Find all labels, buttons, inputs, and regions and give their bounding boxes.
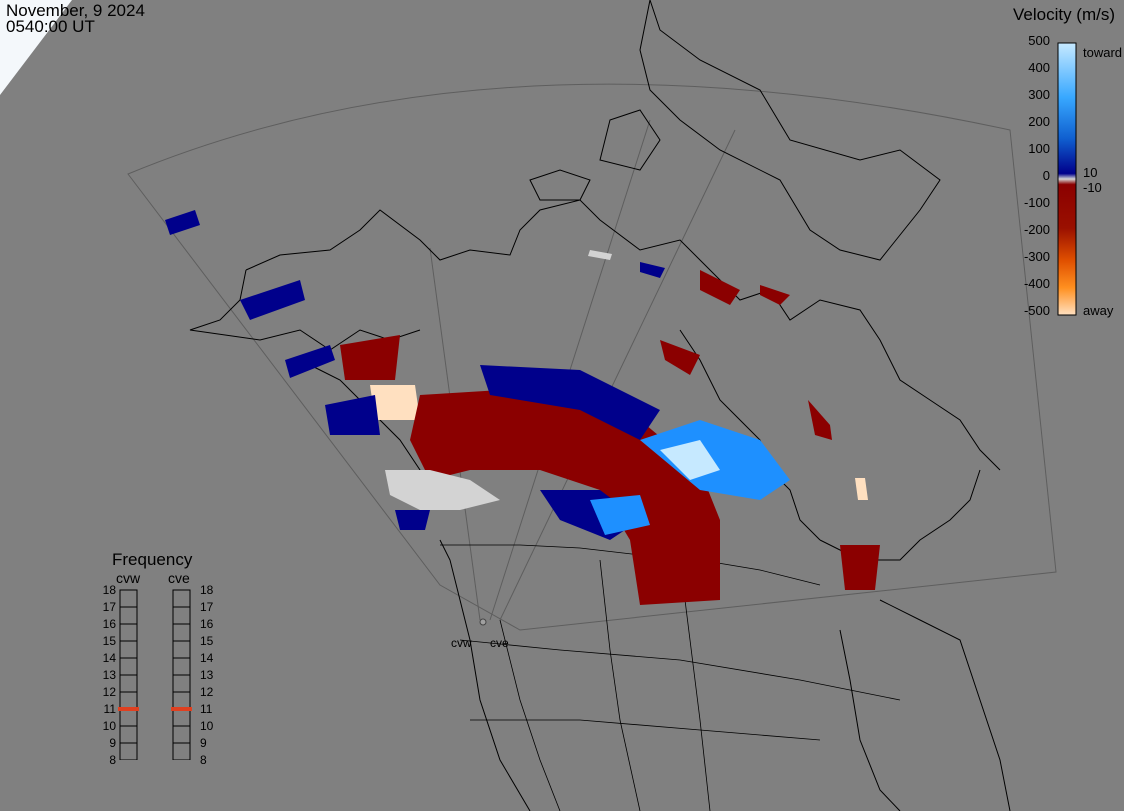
velocity-echo (808, 400, 832, 440)
frequency-cell (119, 708, 138, 727)
frequency-cell (172, 623, 191, 642)
frequency-tick: 14 (200, 651, 214, 665)
velocity-echo (240, 280, 305, 320)
frequency-tick: 11 (103, 702, 116, 716)
velocity-echo (395, 510, 430, 530)
frequency-tick: 13 (102, 668, 116, 682)
radar-site-marker (479, 618, 487, 626)
colorbar-tick: -400 (1023, 276, 1050, 291)
frequency-cell (172, 691, 191, 710)
colorbar-tick: -200 (1023, 222, 1050, 237)
velocity-echo (660, 440, 720, 480)
frequency-title: Frequency (112, 550, 193, 569)
radar-field-of-view (127, 83, 1057, 631)
velocity-echo (385, 470, 500, 510)
frequency-tick: 12 (102, 685, 116, 699)
velocity-echo (660, 340, 700, 375)
velocity-echo (340, 335, 400, 380)
frequency-tick: 18 (200, 583, 214, 597)
frequency-tick: 16 (102, 617, 116, 631)
frequency-tick: 16 (200, 617, 214, 631)
frequency-cell (172, 725, 191, 744)
velocity-echo (325, 395, 380, 435)
polar-cap-region (0, 0, 72, 95)
frequency-tick: 9 (109, 736, 116, 750)
frequency-cell (119, 742, 138, 760)
frequency-bars (118, 589, 192, 760)
site-label-cve: cve (490, 636, 509, 650)
frequency-tick: 13 (200, 668, 214, 682)
velocity-echo (640, 420, 790, 500)
frequency-tick: 10 (102, 719, 116, 733)
frequency-tick: 17 (200, 600, 214, 614)
frequency-cell (172, 589, 191, 608)
frequency-cell (172, 657, 191, 676)
colorbar-tick: 500 (1028, 33, 1050, 48)
frequency-tick: 9 (200, 736, 207, 750)
frequency-marker (171, 707, 192, 711)
colorbar-tick: -500 (1023, 303, 1050, 318)
velocity-echoes (165, 210, 880, 605)
frequency-cell (119, 589, 138, 608)
frequency-cell (172, 742, 191, 760)
inner-label-pos: 10 (1083, 165, 1098, 180)
frequency-tick: 8 (200, 753, 207, 767)
frequency-tick: 15 (102, 634, 116, 648)
frequency-tick: 14 (102, 651, 116, 665)
date-label: November, 9 2024 (6, 1, 145, 20)
colorbar-tick: 200 (1028, 114, 1050, 129)
frequency-tick: 12 (200, 685, 214, 699)
frequency-tick: 8 (109, 753, 116, 767)
time-label: 0540:00 UT (6, 17, 95, 36)
colorbar-tick: 400 (1028, 60, 1050, 75)
away-label: away (1083, 303, 1114, 318)
velocity-echo (760, 285, 790, 305)
frequency-cell (119, 691, 138, 710)
velocity-echo (700, 270, 740, 305)
frequency-cell (119, 623, 138, 642)
velocity-echo (640, 262, 665, 278)
colorbar-tick: -100 (1023, 195, 1050, 210)
frequency-cell (119, 657, 138, 676)
frequency-marker (118, 707, 139, 711)
velocity-colorbar (1057, 42, 1077, 316)
frequency-cell (119, 725, 138, 744)
colorbar-tick: 0 (1042, 168, 1050, 183)
colorbar-tick: -300 (1023, 249, 1050, 264)
toward-label: toward (1083, 45, 1123, 60)
freq-radar-cvw: cvw (116, 570, 141, 586)
frequency-cell (172, 708, 191, 727)
site-label-cvw: cvw (451, 636, 472, 650)
frequency-cell (119, 640, 138, 659)
velocity-echo (285, 345, 335, 378)
frequency-cell (119, 674, 138, 693)
frequency-tick: 15 (200, 634, 214, 648)
velocity-echo (590, 495, 650, 535)
velocity-echo (588, 250, 612, 260)
velocity-echo (840, 545, 880, 590)
velocity-echo (480, 365, 660, 440)
colorbar-tick: 100 (1028, 141, 1050, 156)
velocity-echo (370, 385, 420, 420)
frequency-tick: 18 (102, 583, 116, 597)
frequency-tick: 11 (200, 702, 213, 716)
freq-radar-cve: cve (168, 570, 190, 586)
velocity-echo (165, 210, 200, 235)
frequency-cell (172, 674, 191, 693)
inner-label-neg: -10 (1083, 180, 1102, 195)
frequency-tick: 17 (102, 600, 116, 614)
frequency-cell (119, 606, 138, 625)
frequency-cell (172, 640, 191, 659)
velocity-echo (855, 478, 868, 500)
colorbar-title: Velocity (m/s) (1013, 5, 1116, 24)
frequency-tick: 10 (200, 719, 214, 733)
frequency-cell (172, 606, 191, 625)
colorbar-tick: 300 (1028, 87, 1050, 102)
